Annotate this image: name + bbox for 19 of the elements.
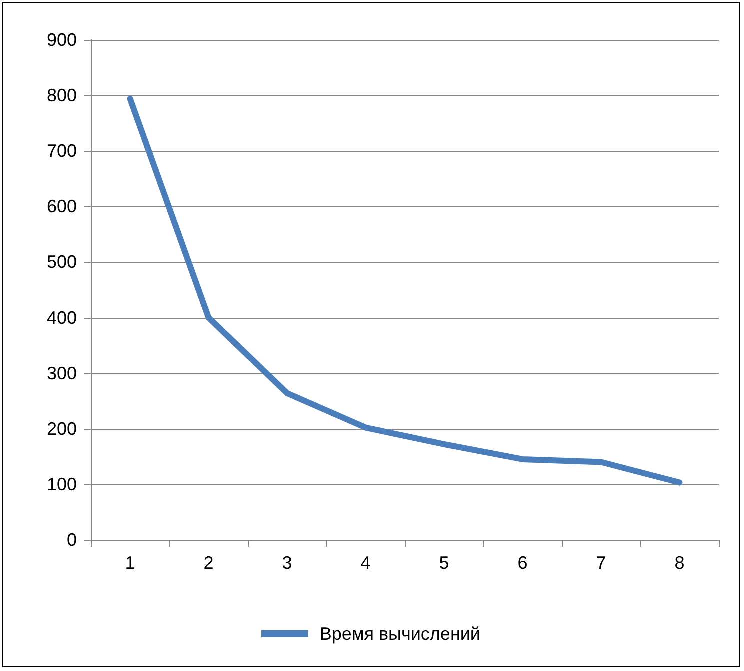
legend-label: Время вычислений bbox=[320, 624, 480, 644]
y-tick-label: 200 bbox=[46, 418, 77, 439]
x-tick-label: 1 bbox=[125, 553, 136, 573]
y-tick-label: 900 bbox=[46, 30, 77, 50]
y-tick-label: 600 bbox=[46, 196, 77, 217]
y-tick-label: 0 bbox=[66, 530, 77, 550]
x-tick-label: 8 bbox=[674, 553, 685, 573]
y-tick-label: 500 bbox=[46, 252, 77, 272]
x-tick-label: 5 bbox=[439, 553, 450, 573]
y-tick-label: 800 bbox=[46, 86, 77, 106]
x-tick-label: 7 bbox=[596, 553, 606, 573]
x-tick-label: 2 bbox=[204, 553, 214, 573]
x-tick-label: 3 bbox=[282, 553, 292, 573]
x-tick-label: 4 bbox=[360, 553, 371, 573]
y-tick-label: 100 bbox=[46, 474, 77, 494]
y-tick-label: 400 bbox=[46, 308, 77, 328]
y-tick-label: 700 bbox=[46, 141, 77, 162]
y-tick-label: 300 bbox=[46, 363, 77, 384]
x-tick-label: 6 bbox=[518, 553, 528, 573]
